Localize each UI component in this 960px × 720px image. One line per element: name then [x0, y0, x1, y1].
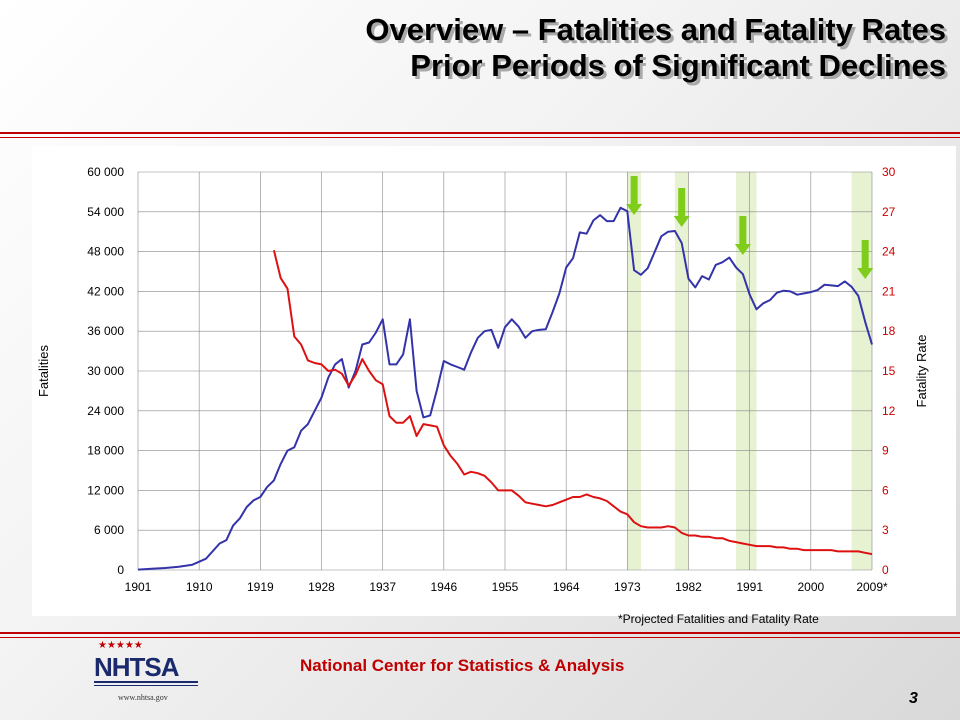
- y-right-tick-label: 3: [882, 523, 889, 537]
- y-right-tick-label: 18: [882, 324, 896, 338]
- y-left-axis-label: Fatalities: [36, 344, 51, 397]
- logo-wordmark: NHTSA: [94, 652, 180, 682]
- y-left-tick-label: 24 000: [87, 404, 124, 418]
- title-line-2: Prior Periods of Significant Declines: [410, 48, 946, 83]
- x-tick-label: 1901: [125, 580, 152, 594]
- y-left-tick-label: 12 000: [87, 483, 124, 497]
- slide-title: Overview – Fatalities and Fatality Rates…: [365, 12, 946, 84]
- x-tick-label: 1919: [247, 580, 274, 594]
- y-left-tick-label: 48 000: [87, 245, 124, 259]
- x-tick-label: 2009*: [856, 580, 888, 594]
- decline-arrow-head-4: [857, 268, 874, 279]
- title-line-1: Overview – Fatalities and Fatality Rates: [365, 12, 946, 47]
- y-left-tick-label: 54 000: [87, 205, 124, 219]
- y-left-tick-label: 30 000: [87, 364, 124, 378]
- logo-stars: ★★★★★: [98, 640, 143, 651]
- y-right-axis-label: Fatality Rate: [914, 335, 929, 408]
- y-left-tick-label: 42 000: [87, 284, 124, 298]
- x-tick-label: 1982: [675, 580, 702, 594]
- x-tick-label: 1955: [492, 580, 519, 594]
- y-left-tick-label: 60 000: [87, 165, 124, 179]
- x-tick-label: 1991: [736, 580, 763, 594]
- chart-panel: 0 6 000 12 000 18 000 24 000 30 000 36 000 42 0…: [32, 146, 956, 616]
- y-right-tick-label: 12: [882, 404, 896, 418]
- x-tick-label: 1973: [614, 580, 641, 594]
- y-left-tick-label: 6 000: [94, 523, 124, 537]
- decline-arrow-head-2: [673, 216, 690, 227]
- fatalities-series-line: [137, 206, 873, 571]
- y-left-tick-label: 0: [117, 563, 124, 577]
- page-number: 3: [909, 690, 918, 707]
- x-tick-label: 1928: [308, 580, 335, 594]
- y-right-tick-label: 6: [882, 483, 889, 497]
- y-left-tick-label: 18 000: [87, 444, 124, 458]
- nhtsa-logo-graphic: ★★★★★ NHTSA www.nhtsa.gov: [94, 640, 198, 702]
- y-right-tick-label: 24: [882, 245, 896, 259]
- logo-stripe-2: [94, 685, 198, 686]
- logo-url: www.nhtsa.gov: [118, 693, 168, 702]
- decline-arrow-shaft-2: [678, 188, 686, 216]
- fatality-rate-series-line: [272, 250, 873, 556]
- title-divider: [0, 132, 960, 134]
- svg-text:★★★★★: ★★★★★: [98, 640, 143, 651]
- y-right-tick-label: 9: [882, 444, 889, 458]
- y-left-tick-label: 36 000: [87, 324, 124, 338]
- title-divider-thin: [0, 137, 960, 138]
- decline-arrow-shaft-1: [630, 176, 638, 204]
- y-right-tick-label: 30: [882, 165, 896, 179]
- decline-arrow-head-3: [734, 244, 751, 255]
- footer-divider-thin: [0, 637, 960, 638]
- y-right-tick-label: 15: [882, 364, 896, 378]
- decline-arrow-head-1: [626, 204, 643, 215]
- decline-arrow-shaft-4: [861, 240, 869, 268]
- x-tick-label: 1910: [186, 580, 213, 594]
- chart-footnote: *Projected Fatalities and Fatality Rate: [618, 612, 819, 626]
- footer-divider: [0, 632, 960, 634]
- x-tick-label: 1937: [369, 580, 396, 594]
- x-tick-label: 1964: [553, 580, 580, 594]
- fatalities-chart: 0 6 000 12 000 18 000 24 000 30 000 36 000 42 0…: [36, 165, 929, 594]
- decline-arrow-shaft-3: [739, 216, 747, 244]
- y-right-tick-label: 27: [882, 205, 896, 219]
- y-right-tick-label: 0: [882, 563, 889, 577]
- logo-stripe: [94, 681, 198, 683]
- y-right-tick-label: 21: [882, 284, 896, 298]
- nhtsa-logo: ★★★★★ NHTSA www.nhtsa.gov: [90, 636, 200, 706]
- x-tick-label: 1946: [430, 580, 457, 594]
- x-tick-label: 2000: [797, 580, 824, 594]
- footer-org-name: National Center for Statistics & Analysi…: [300, 656, 625, 675]
